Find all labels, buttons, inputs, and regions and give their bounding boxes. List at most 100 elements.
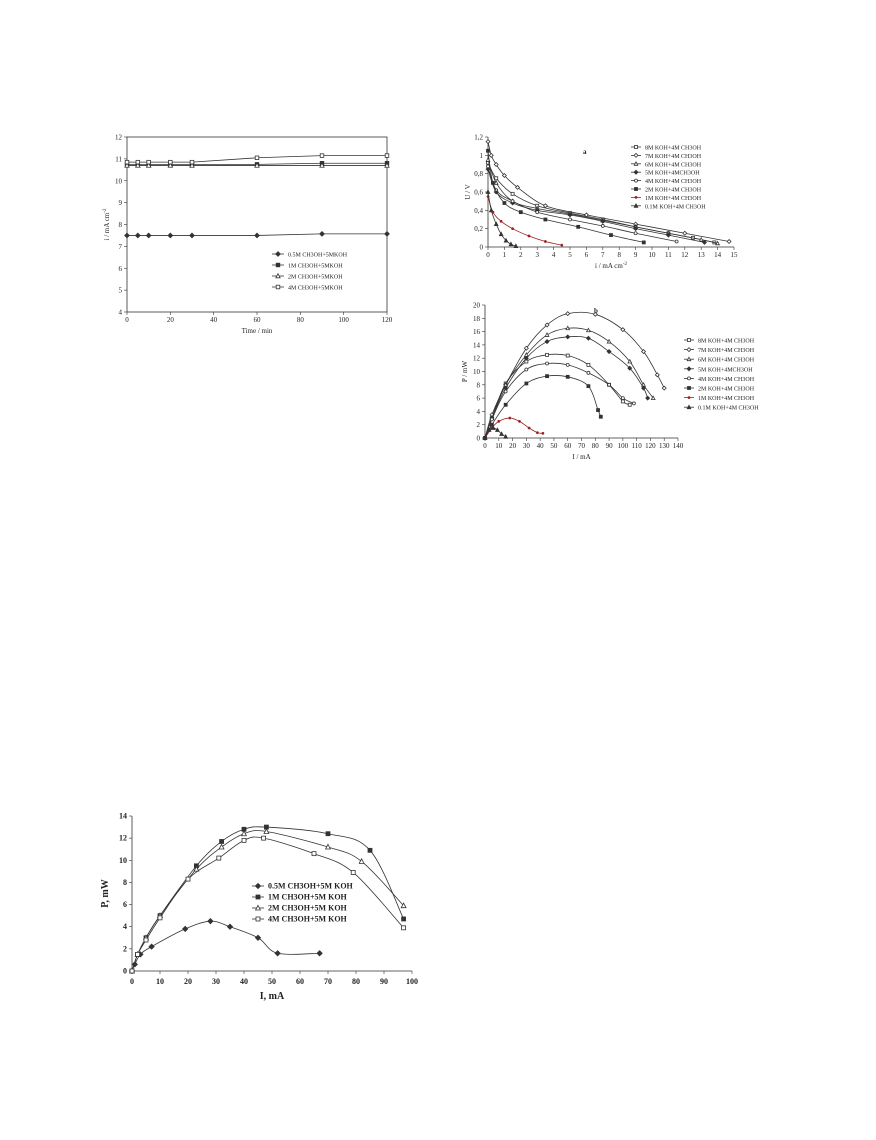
data-point (503, 402, 508, 407)
data-point (650, 395, 656, 400)
data-point (493, 180, 499, 185)
data-point (565, 334, 571, 340)
legend-marker (634, 178, 638, 183)
data-point (535, 210, 540, 215)
x-axis-label: I / mA (572, 453, 590, 461)
legend: 8M KOH+4M CH3OH 7M KOH+4M CH3OH 6M KOH+4M … (631, 145, 706, 210)
data-point (134, 232, 141, 239)
data-point (627, 358, 633, 364)
data-point (129, 968, 135, 974)
x-tick-label: 40 (537, 442, 545, 450)
data-point (576, 224, 581, 229)
legend-marker (254, 882, 262, 890)
data-point (701, 239, 707, 245)
x-tick-label: 110 (632, 442, 643, 450)
legend-item: 1M CH3OH+5M KOH (268, 893, 348, 902)
data-point (499, 431, 505, 436)
data-point (545, 352, 549, 357)
x-tick-label: 40 (240, 977, 248, 986)
series-4m-ch3oh-5mkoh (124, 153, 390, 165)
x-axis-label: i / mA cm-2 (595, 262, 627, 270)
data-point (523, 345, 529, 351)
data-point (543, 217, 548, 222)
x-tick-label: 30 (212, 977, 220, 986)
legend-marker (633, 152, 639, 158)
data-point (726, 238, 732, 245)
data-point (592, 311, 598, 317)
x-tick-label: 10 (495, 442, 503, 450)
legend-marker (634, 145, 638, 149)
data-point (499, 219, 503, 223)
data-point (606, 338, 612, 344)
data-point (135, 159, 141, 165)
data-point (627, 365, 633, 371)
data-point (401, 925, 407, 931)
data-point (527, 234, 531, 238)
data-point (358, 857, 365, 864)
series-line (131, 920, 320, 972)
data-point (674, 239, 679, 244)
data-point (488, 207, 494, 213)
legend-item: 2M KOH+4M CH3OH (645, 188, 702, 194)
data-point (325, 831, 331, 837)
y-tick-label: 7 (119, 243, 123, 251)
data-point (497, 419, 501, 423)
y-tick-label: 18 (473, 315, 481, 323)
chart-power-b: 0 10 20 30 40 50 60 70 80 90 100 110 120 130 140 0 2 4 6 8 1… (461, 302, 759, 462)
y-tick-label: 12 (473, 355, 481, 363)
legend-item: 0.5M CH3OH+5M KOH (268, 882, 354, 891)
y-tick-label: 11 (115, 155, 122, 163)
data-point (607, 382, 611, 387)
data-point (311, 851, 317, 857)
data-point (654, 372, 660, 378)
data-point (523, 355, 529, 361)
legend-item: 4M CH3OH+5M KOH (268, 915, 348, 924)
series-2m-koh-4m-ch3oh (483, 374, 603, 440)
y-tick-label: 2 (477, 421, 481, 429)
data-point (494, 176, 499, 181)
legend-item: 8M KOH+4M CH3OH (645, 146, 702, 152)
data-point (168, 159, 173, 165)
x-tick-label: 6 (585, 251, 589, 259)
legend-item: 5M KOH+4MCH3OH (698, 367, 753, 373)
data-point (682, 230, 688, 236)
data-point (568, 217, 572, 222)
data-point (143, 937, 149, 943)
data-point (486, 427, 492, 432)
y-tick-label: 4 (477, 408, 481, 416)
series-line (484, 353, 630, 439)
data-point (146, 159, 151, 165)
x-tick-label: 60 (296, 977, 304, 986)
data-point (316, 950, 323, 957)
data-point (193, 865, 200, 872)
data-point (367, 847, 373, 853)
series-2m-koh-4m-ch3oh (486, 148, 646, 245)
series-8m-koh-4m-ch3oh (483, 352, 632, 440)
data-point (324, 843, 332, 850)
data-point (508, 241, 514, 247)
data-point (482, 435, 488, 440)
data-point (508, 416, 512, 420)
y-axis-label: i / mA cm-2 (103, 208, 111, 240)
x-tick-label: 20 (184, 977, 192, 986)
legend-marker (686, 356, 692, 362)
data-point (645, 395, 651, 401)
legend-item: 8M KOH+4M CH3OH (698, 339, 755, 345)
y-tick-label: 6 (119, 265, 123, 273)
series-4m-koh-4m-ch3oh (486, 164, 679, 244)
data-point (510, 191, 515, 196)
series-line (487, 150, 644, 243)
data-point (715, 240, 721, 246)
legend-item: 0.1M KOH+4M CH3OH (645, 204, 706, 210)
data-point (124, 232, 130, 239)
legend-item: 5M KOH+4MCH3OH (645, 171, 700, 177)
x-tick-label: 80 (352, 977, 360, 986)
y-tick-label: 20 (473, 302, 481, 310)
data-point (544, 332, 550, 337)
x-tick-label: 20 (509, 442, 517, 450)
y-tick-label: 0,4 (474, 207, 483, 215)
x-axis-label-text: Time / min (242, 327, 273, 335)
legend-item: 7M KOH+4M CH3OH (645, 154, 702, 160)
data-point (488, 152, 494, 158)
data-point (641, 349, 647, 355)
